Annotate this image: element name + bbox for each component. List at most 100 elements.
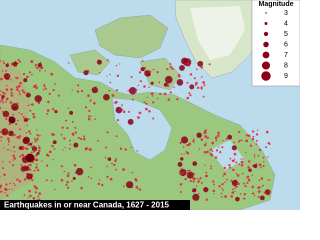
epicentre [73,142,79,148]
epicentre [0,176,1,178]
epicentre [95,86,97,88]
epicentre [22,116,25,118]
epicentre [52,88,55,92]
epicentre [45,153,49,157]
epicentre [52,140,57,145]
epicentre [101,183,104,187]
epicentre [267,156,269,158]
epicentre [208,63,211,66]
epicentre [248,168,252,173]
epicentre [192,161,198,166]
epicentre [30,151,33,154]
epicentre [255,133,259,136]
epicentre [31,142,34,144]
epicentre [16,102,19,105]
epicentre [93,101,96,105]
epicentre [19,134,22,138]
epicentre [221,146,224,149]
epicentre [260,177,264,180]
epicentre [3,73,11,80]
epicentre [242,158,244,160]
epicentre [44,87,47,90]
epicentre [7,148,9,151]
epicentre [238,131,241,134]
epicentre [229,157,232,160]
epicentre [203,187,209,193]
epicentre [176,98,179,101]
epicentre [159,92,162,96]
epicentre [35,66,38,69]
epicentre [219,150,222,154]
epicentre [90,177,93,179]
epicentre [114,159,117,163]
epicentre [143,101,146,103]
epicentre [46,112,49,115]
epicentre [18,90,21,93]
epicentre [195,81,198,85]
epicentre [50,179,53,182]
epicentre [5,100,7,103]
epicentre [192,193,200,201]
epicentre [255,163,258,166]
epicentre [202,95,205,98]
epicentre [249,144,253,147]
epicentre [13,133,16,137]
epicentre [200,181,203,184]
legend-title: Magnitude [259,1,294,8]
epicentre [240,158,242,160]
epicentre [144,70,151,77]
title-bar [0,200,190,210]
epicentre [145,107,148,111]
epicentre [85,147,88,150]
epicentre [241,172,244,175]
epicentre [180,153,182,155]
epicentre [8,160,11,163]
epicentre [234,185,236,188]
epicentre [77,136,80,140]
epicentre [200,86,203,89]
epicentre [263,161,265,163]
epicentre [43,84,46,87]
epicentre [244,184,247,188]
epicentre [38,69,41,72]
epicentre [268,179,271,181]
epicentre [135,88,138,91]
epicentre [69,139,71,142]
epicentre [145,102,148,105]
epicentre [44,70,47,72]
epicentre [231,145,237,151]
epicentre [90,115,92,117]
epicentre [204,131,207,134]
epicentre [34,95,42,103]
epicentre [0,140,2,142]
legend-label: 3 [284,10,288,17]
epicentre [84,106,88,109]
epicentre [209,152,212,155]
epicentre [254,194,256,197]
epicentre [36,137,39,139]
epicentre [19,137,21,139]
epicentre [135,185,139,189]
epicentre [137,188,139,190]
epicentre [18,128,21,131]
epicentre [10,78,12,81]
epicentre [226,178,228,181]
epicentre [182,171,184,174]
epicentre [16,178,19,181]
epicentre [215,139,218,142]
epicentre [166,68,169,71]
epicentre [29,168,32,171]
epicentre [127,89,129,92]
epicentre [187,64,191,67]
epicentre [65,119,68,122]
epicentre [156,71,159,74]
epicentre [0,100,2,103]
epicentre [16,77,19,80]
epicentre [230,179,233,182]
epicentre [20,113,23,116]
epicentre [5,69,8,72]
epicentre [186,143,189,147]
epicentre [221,196,223,198]
epicentre [33,151,35,153]
epicentre [5,117,8,120]
